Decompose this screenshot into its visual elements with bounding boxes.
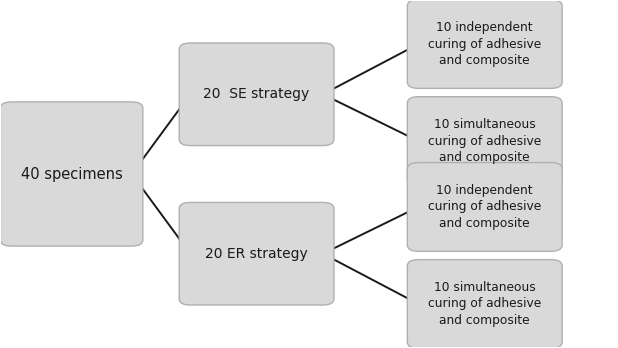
Text: 40 specimens: 40 specimens <box>21 166 122 182</box>
Text: 10 simultaneous
curing of adhesive
and composite: 10 simultaneous curing of adhesive and c… <box>428 281 541 327</box>
FancyBboxPatch shape <box>407 163 562 251</box>
Text: 10 simultaneous
curing of adhesive
and composite: 10 simultaneous curing of adhesive and c… <box>428 118 541 164</box>
Text: 20  SE strategy: 20 SE strategy <box>203 87 310 101</box>
Text: 20 ER strategy: 20 ER strategy <box>205 247 308 261</box>
FancyBboxPatch shape <box>179 43 334 145</box>
FancyBboxPatch shape <box>407 260 562 348</box>
FancyBboxPatch shape <box>407 0 562 88</box>
FancyBboxPatch shape <box>407 97 562 185</box>
FancyBboxPatch shape <box>179 203 334 305</box>
FancyBboxPatch shape <box>1 102 143 246</box>
Text: 10 independent
curing of adhesive
and composite: 10 independent curing of adhesive and co… <box>428 21 541 67</box>
Text: 10 independent
curing of adhesive
and composite: 10 independent curing of adhesive and co… <box>428 184 541 230</box>
